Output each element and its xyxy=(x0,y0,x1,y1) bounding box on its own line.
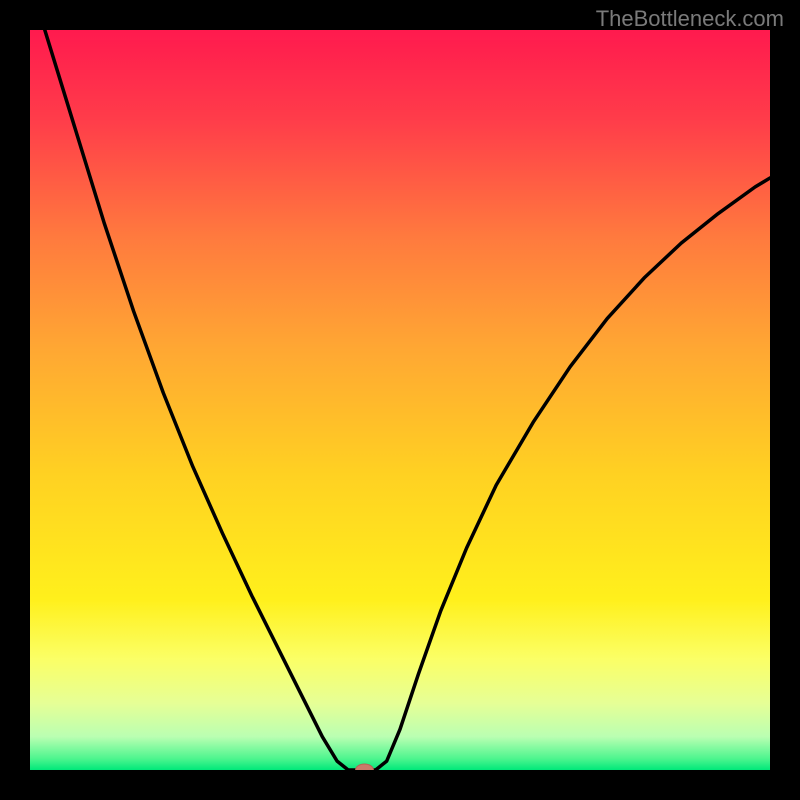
chart-plot-area xyxy=(30,30,770,770)
gradient-background xyxy=(30,30,770,770)
watermark-text: TheBottleneck.com xyxy=(596,6,784,32)
